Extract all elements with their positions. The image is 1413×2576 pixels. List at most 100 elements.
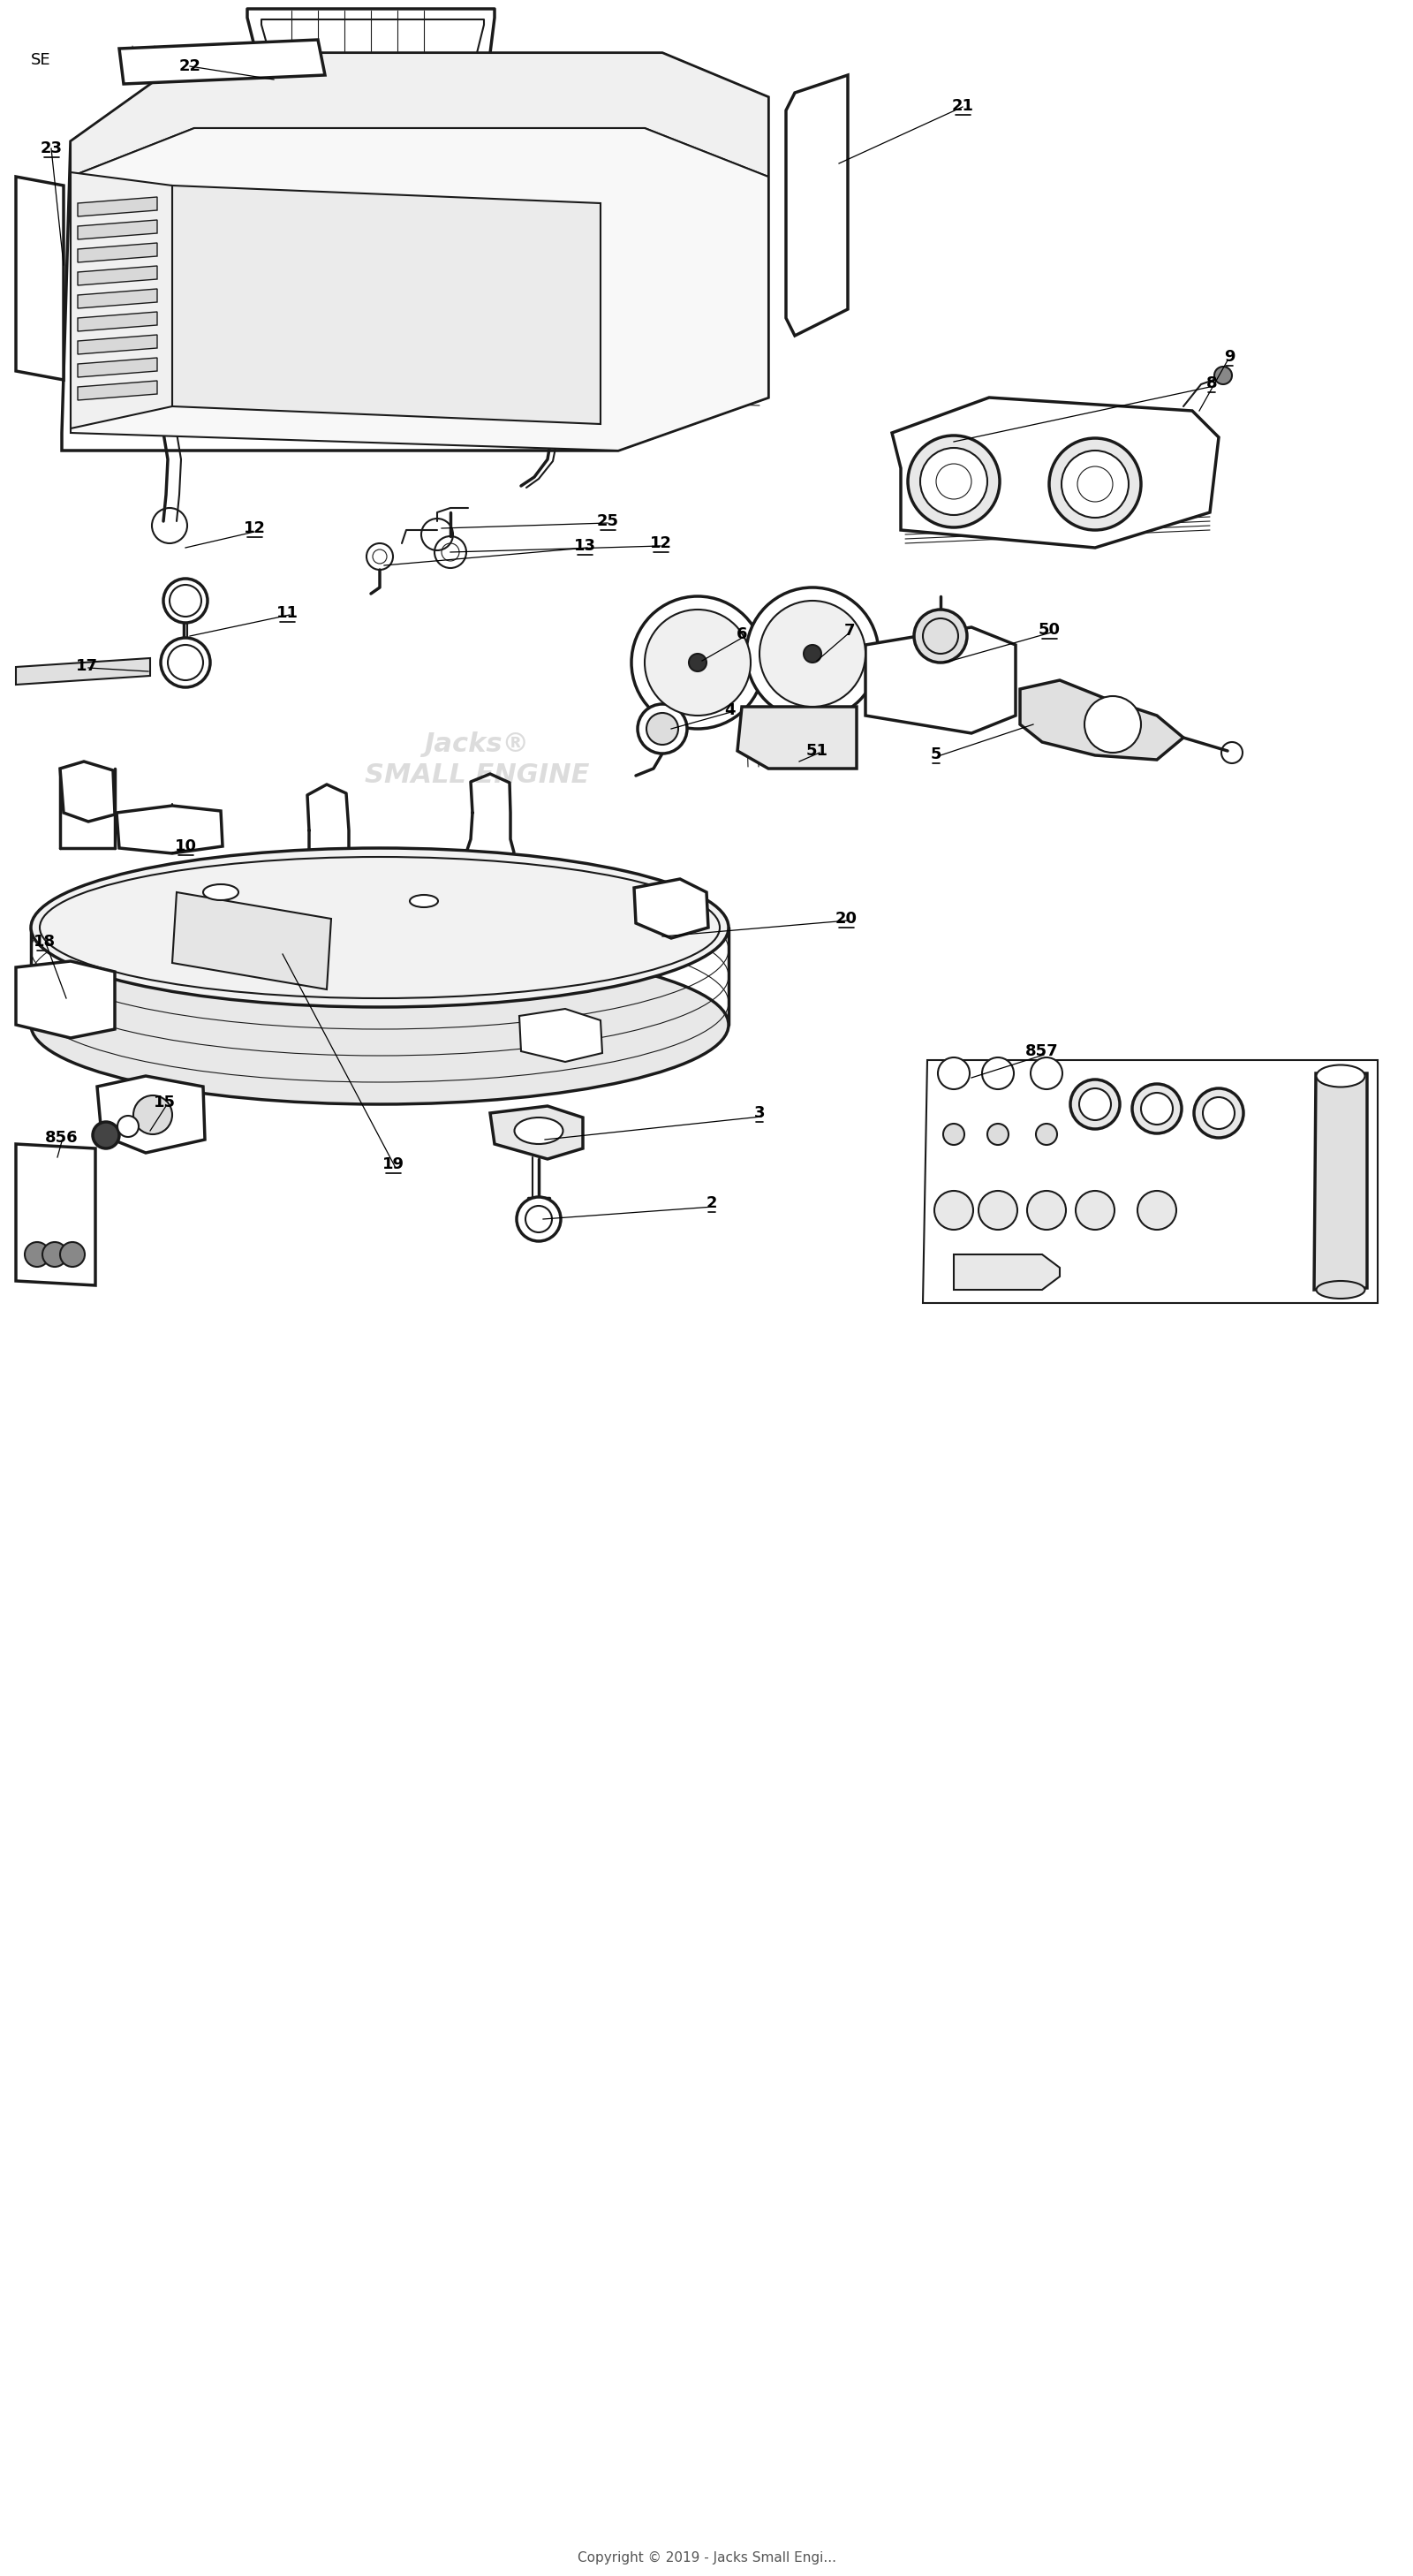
Circle shape	[944, 1123, 964, 1144]
Circle shape	[1061, 451, 1129, 518]
Text: 856: 856	[45, 1131, 79, 1146]
Text: 9: 9	[1224, 348, 1235, 366]
Circle shape	[1137, 1190, 1176, 1229]
Text: 13: 13	[574, 538, 596, 554]
Ellipse shape	[31, 848, 729, 1007]
Circle shape	[1194, 1087, 1243, 1139]
Polygon shape	[1020, 680, 1184, 760]
Text: 19: 19	[382, 1157, 404, 1172]
Text: 18: 18	[32, 933, 55, 951]
Circle shape	[1048, 438, 1142, 531]
Text: 8: 8	[1207, 376, 1217, 392]
Polygon shape	[16, 961, 114, 1038]
Circle shape	[1071, 1079, 1119, 1128]
Polygon shape	[78, 265, 157, 286]
Text: Jacks®
SMALL ENGINE: Jacks® SMALL ENGINE	[365, 732, 589, 788]
Ellipse shape	[514, 1118, 562, 1144]
Polygon shape	[78, 335, 157, 355]
Text: 6: 6	[736, 626, 747, 641]
Polygon shape	[892, 397, 1218, 549]
Circle shape	[804, 644, 821, 662]
Polygon shape	[97, 1077, 205, 1154]
Circle shape	[93, 1123, 119, 1149]
Polygon shape	[116, 806, 223, 853]
Circle shape	[907, 435, 1000, 528]
Circle shape	[517, 1198, 561, 1242]
Ellipse shape	[410, 894, 438, 907]
Circle shape	[644, 611, 750, 716]
Polygon shape	[865, 626, 1016, 734]
Text: 50: 50	[1039, 621, 1060, 639]
Circle shape	[920, 448, 988, 515]
Circle shape	[632, 595, 764, 729]
Circle shape	[59, 1242, 85, 1267]
Circle shape	[647, 714, 678, 744]
Circle shape	[934, 1190, 974, 1229]
Text: Copyright © 2019 - Jacks Small Engi...: Copyright © 2019 - Jacks Small Engi...	[577, 2550, 836, 2563]
Text: 11: 11	[276, 605, 298, 621]
Polygon shape	[16, 657, 150, 685]
Text: 857: 857	[1026, 1043, 1058, 1059]
Circle shape	[42, 1242, 68, 1267]
Text: 17: 17	[75, 657, 97, 675]
Circle shape	[690, 654, 706, 672]
Circle shape	[161, 639, 211, 688]
Polygon shape	[78, 312, 157, 332]
Polygon shape	[172, 891, 331, 989]
Text: 23: 23	[40, 142, 62, 157]
Circle shape	[938, 1056, 969, 1090]
Polygon shape	[119, 39, 325, 85]
Polygon shape	[62, 54, 769, 451]
Circle shape	[914, 611, 966, 662]
Text: 21: 21	[951, 98, 974, 113]
Polygon shape	[78, 289, 157, 309]
Polygon shape	[71, 129, 769, 451]
Circle shape	[746, 587, 879, 719]
Circle shape	[25, 1242, 49, 1267]
Ellipse shape	[203, 884, 239, 899]
Text: 4: 4	[723, 703, 735, 719]
Text: 12: 12	[650, 536, 671, 551]
Text: 20: 20	[835, 912, 858, 927]
Text: 15: 15	[153, 1095, 175, 1110]
Polygon shape	[78, 219, 157, 240]
Polygon shape	[786, 75, 848, 335]
Polygon shape	[78, 381, 157, 399]
Circle shape	[637, 703, 687, 755]
Polygon shape	[71, 173, 172, 428]
Text: 3: 3	[755, 1105, 764, 1121]
Circle shape	[978, 1190, 1017, 1229]
Circle shape	[1030, 1056, 1063, 1090]
Circle shape	[982, 1056, 1015, 1090]
Circle shape	[133, 1095, 172, 1133]
Ellipse shape	[1317, 1280, 1365, 1298]
Polygon shape	[78, 242, 157, 263]
Text: 2: 2	[706, 1195, 718, 1211]
Text: 5: 5	[931, 747, 941, 762]
Circle shape	[1027, 1190, 1065, 1229]
Circle shape	[1214, 366, 1232, 384]
Text: 10: 10	[174, 837, 196, 855]
Circle shape	[1202, 1097, 1235, 1128]
Text: SE: SE	[31, 52, 51, 67]
Text: 12: 12	[243, 520, 266, 536]
Polygon shape	[923, 1061, 1378, 1303]
Polygon shape	[490, 1105, 584, 1159]
Text: 51: 51	[805, 742, 828, 760]
Circle shape	[117, 1115, 138, 1136]
Text: 22: 22	[179, 59, 201, 75]
Polygon shape	[59, 762, 114, 822]
Polygon shape	[16, 1144, 96, 1285]
Polygon shape	[520, 1010, 602, 1061]
Circle shape	[1132, 1084, 1181, 1133]
Text: 25: 25	[596, 513, 619, 528]
Polygon shape	[71, 54, 769, 178]
Circle shape	[1142, 1092, 1173, 1126]
Circle shape	[1080, 1087, 1111, 1121]
Circle shape	[988, 1123, 1009, 1144]
Polygon shape	[634, 878, 708, 938]
Polygon shape	[16, 178, 64, 379]
Polygon shape	[78, 196, 157, 216]
Polygon shape	[738, 706, 856, 768]
Circle shape	[760, 600, 865, 706]
